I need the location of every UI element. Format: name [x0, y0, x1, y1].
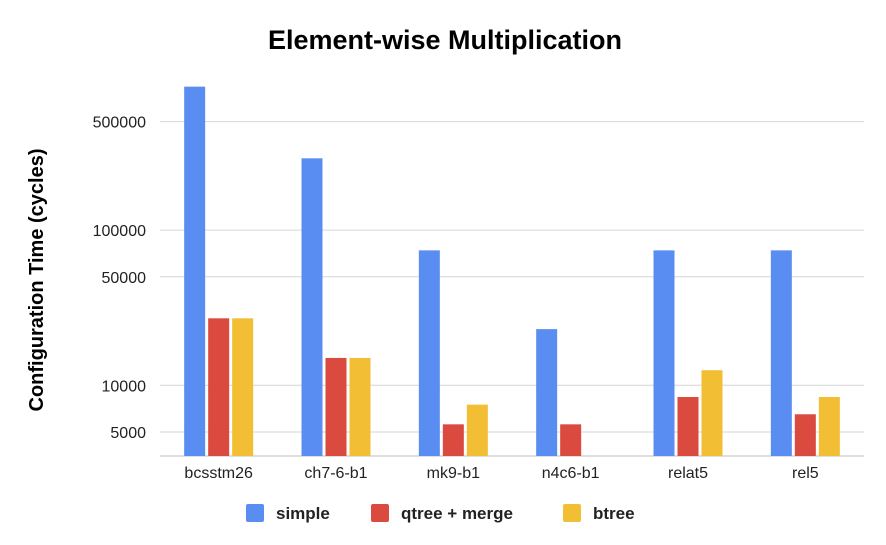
- bar-qtree-merge: [442, 424, 464, 456]
- y-axis-ticks: 5000 10000 50000 100000 500000: [93, 115, 146, 442]
- bar-qtree-merge: [325, 357, 347, 456]
- x-tick-label: rel5: [792, 465, 819, 482]
- x-tick-label: bcsstm26: [184, 465, 253, 482]
- bar-simple: [653, 250, 675, 456]
- bar-simple: [770, 250, 792, 456]
- y-tick-label: 10000: [102, 378, 147, 395]
- bar-qtree-merge: [208, 318, 230, 456]
- y-tick-label: 100000: [93, 223, 146, 240]
- bar-btree: [818, 397, 840, 456]
- bar-btree: [466, 404, 488, 456]
- x-tick-label: n4c6-b1: [542, 465, 600, 482]
- y-tick-label: 50000: [102, 270, 147, 287]
- legend-label: qtree + merge: [401, 504, 513, 523]
- legend-swatch: [246, 504, 264, 522]
- bar-qtree-merge: [794, 414, 816, 456]
- bar-simple: [418, 250, 440, 456]
- legend-swatch: [563, 504, 581, 522]
- bar-btree: [232, 318, 254, 456]
- x-tick-label: relat5: [668, 465, 708, 482]
- legend-label: btree: [593, 504, 635, 523]
- grid-lines: [160, 121, 864, 457]
- bar-qtree-merge: [560, 424, 582, 456]
- chart-title: Element-wise Multiplication: [268, 25, 622, 55]
- bars: [184, 86, 840, 457]
- y-tick-label: 500000: [93, 115, 146, 132]
- legend-swatch: [371, 504, 389, 522]
- x-axis-ticks: bcsstm26 ch7-6-b1 mk9-b1 n4c6-b1 relat5 rel5: [184, 465, 818, 482]
- legend: simple qtree + merge btree: [246, 504, 635, 523]
- y-axis-label: Configuration Time (cycles): [26, 148, 48, 411]
- y-tick-label: 5000: [110, 425, 146, 442]
- bar-simple: [536, 329, 558, 456]
- bar-btree: [349, 357, 371, 456]
- bar-qtree-merge: [677, 397, 699, 456]
- legend-label: simple: [276, 504, 330, 523]
- bar-btree: [701, 370, 723, 456]
- x-tick-label: mk9-b1: [427, 465, 480, 482]
- bar-simple: [301, 158, 323, 457]
- x-tick-label: ch7-6-b1: [304, 465, 367, 482]
- bar-simple: [184, 86, 206, 456]
